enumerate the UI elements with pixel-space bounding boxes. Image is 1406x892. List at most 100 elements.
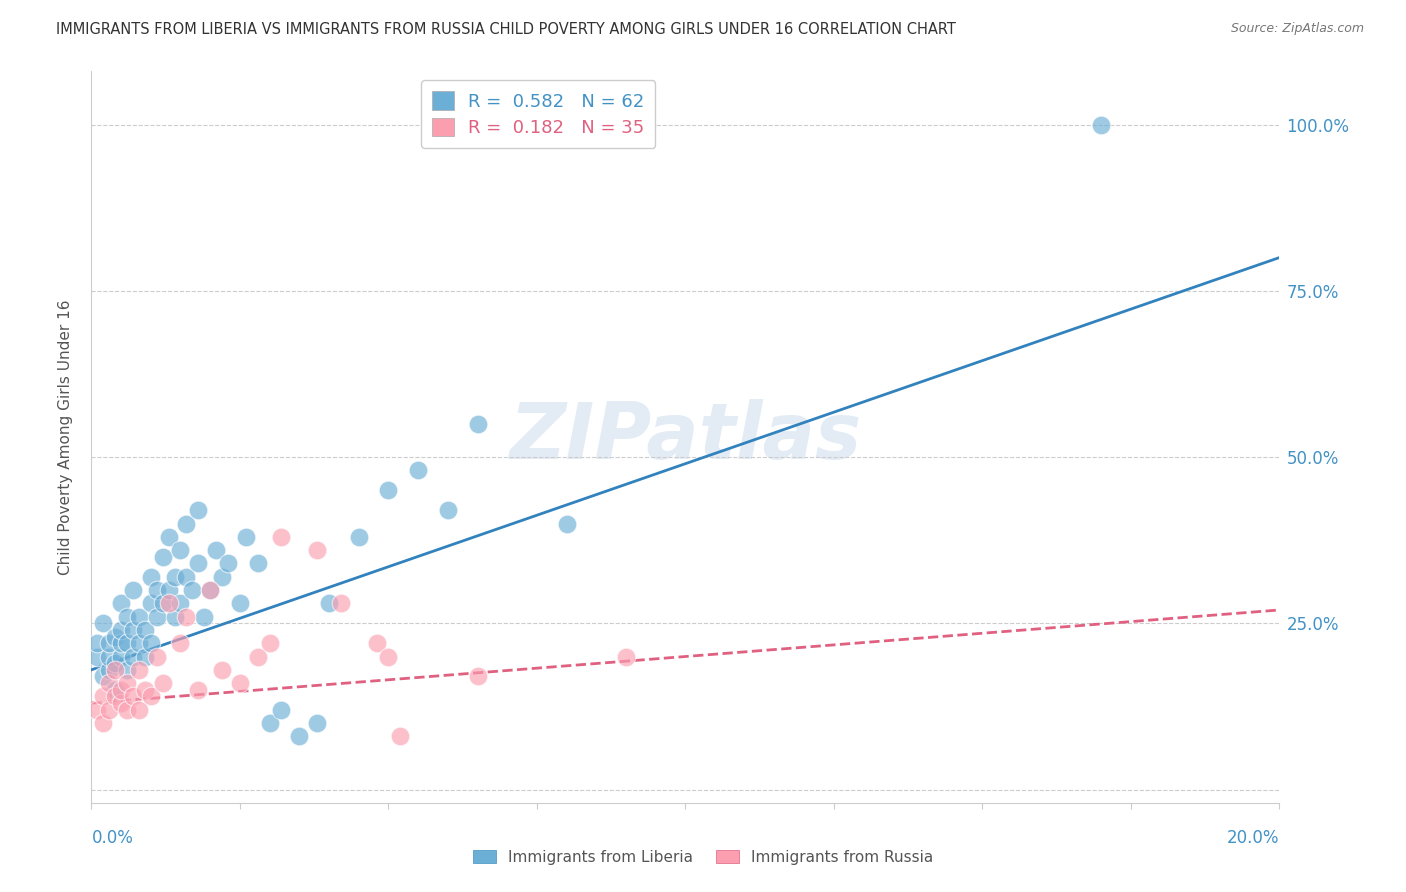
Point bbox=[307, 543, 329, 558]
Point bbox=[318, 596, 340, 610]
Point bbox=[152, 596, 174, 610]
Point bbox=[205, 543, 228, 558]
Point bbox=[211, 570, 233, 584]
Point bbox=[270, 530, 292, 544]
Point bbox=[176, 570, 198, 584]
Point bbox=[347, 530, 370, 544]
Point bbox=[145, 609, 167, 624]
Point bbox=[115, 703, 138, 717]
Point bbox=[1090, 118, 1112, 132]
Point bbox=[555, 516, 578, 531]
Point bbox=[134, 682, 156, 697]
Point bbox=[128, 636, 150, 650]
Text: IMMIGRANTS FROM LIBERIA VS IMMIGRANTS FROM RUSSIA CHILD POVERTY AMONG GIRLS UNDE: IMMIGRANTS FROM LIBERIA VS IMMIGRANTS FR… bbox=[56, 22, 956, 37]
Point bbox=[104, 663, 127, 677]
Point bbox=[104, 682, 127, 697]
Point bbox=[377, 649, 399, 664]
Point bbox=[122, 690, 145, 704]
Point bbox=[86, 636, 108, 650]
Point bbox=[110, 623, 132, 637]
Point bbox=[134, 623, 156, 637]
Point bbox=[288, 729, 311, 743]
Point bbox=[104, 630, 127, 644]
Point bbox=[169, 636, 191, 650]
Point bbox=[115, 636, 138, 650]
Point bbox=[406, 463, 429, 477]
Point bbox=[200, 582, 222, 597]
Point bbox=[86, 703, 108, 717]
Point bbox=[115, 676, 138, 690]
Text: ZIPatlas: ZIPatlas bbox=[509, 399, 862, 475]
Point bbox=[157, 596, 180, 610]
Point bbox=[98, 663, 121, 677]
Point bbox=[98, 636, 121, 650]
Point bbox=[91, 669, 114, 683]
Text: Source: ZipAtlas.com: Source: ZipAtlas.com bbox=[1230, 22, 1364, 36]
Point bbox=[152, 549, 174, 564]
Point bbox=[128, 609, 150, 624]
Point bbox=[110, 596, 132, 610]
Point bbox=[145, 582, 167, 597]
Point bbox=[115, 609, 138, 624]
Point bbox=[246, 649, 269, 664]
Point bbox=[270, 703, 292, 717]
Point bbox=[181, 582, 204, 597]
Point bbox=[104, 656, 127, 670]
Point bbox=[187, 557, 209, 571]
Point bbox=[176, 516, 198, 531]
Point bbox=[229, 596, 252, 610]
Point bbox=[86, 649, 108, 664]
Point bbox=[467, 417, 489, 431]
Legend: Immigrants from Liberia, Immigrants from Russia: Immigrants from Liberia, Immigrants from… bbox=[467, 844, 939, 871]
Text: 20.0%: 20.0% bbox=[1227, 829, 1279, 847]
Point bbox=[134, 649, 156, 664]
Y-axis label: Child Poverty Among Girls Under 16: Child Poverty Among Girls Under 16 bbox=[58, 300, 73, 574]
Point bbox=[139, 636, 162, 650]
Point bbox=[193, 609, 215, 624]
Point bbox=[211, 663, 233, 677]
Text: 0.0%: 0.0% bbox=[91, 829, 134, 847]
Point bbox=[259, 636, 281, 650]
Point bbox=[187, 682, 209, 697]
Point bbox=[169, 543, 191, 558]
Point bbox=[122, 582, 145, 597]
Point bbox=[91, 690, 114, 704]
Point bbox=[235, 530, 257, 544]
Point bbox=[366, 636, 388, 650]
Point bbox=[217, 557, 239, 571]
Point bbox=[98, 703, 121, 717]
Point bbox=[200, 582, 222, 597]
Point bbox=[145, 649, 167, 664]
Point bbox=[128, 703, 150, 717]
Point bbox=[104, 690, 127, 704]
Point bbox=[98, 676, 121, 690]
Point bbox=[163, 570, 186, 584]
Point bbox=[139, 570, 162, 584]
Point bbox=[377, 483, 399, 498]
Point bbox=[110, 636, 132, 650]
Point bbox=[110, 682, 132, 697]
Point bbox=[152, 676, 174, 690]
Point bbox=[389, 729, 412, 743]
Legend: R =  0.582   N = 62, R =  0.182   N = 35: R = 0.582 N = 62, R = 0.182 N = 35 bbox=[422, 80, 655, 148]
Point bbox=[110, 696, 132, 710]
Point bbox=[614, 649, 637, 664]
Point bbox=[436, 503, 458, 517]
Point bbox=[115, 663, 138, 677]
Point bbox=[122, 649, 145, 664]
Point bbox=[329, 596, 352, 610]
Point bbox=[259, 716, 281, 731]
Point bbox=[139, 596, 162, 610]
Point bbox=[163, 609, 186, 624]
Point bbox=[176, 609, 198, 624]
Point bbox=[157, 530, 180, 544]
Point bbox=[169, 596, 191, 610]
Point bbox=[91, 616, 114, 631]
Point bbox=[229, 676, 252, 690]
Point bbox=[467, 669, 489, 683]
Point bbox=[128, 663, 150, 677]
Point bbox=[157, 582, 180, 597]
Point bbox=[139, 690, 162, 704]
Point bbox=[91, 716, 114, 731]
Point bbox=[246, 557, 269, 571]
